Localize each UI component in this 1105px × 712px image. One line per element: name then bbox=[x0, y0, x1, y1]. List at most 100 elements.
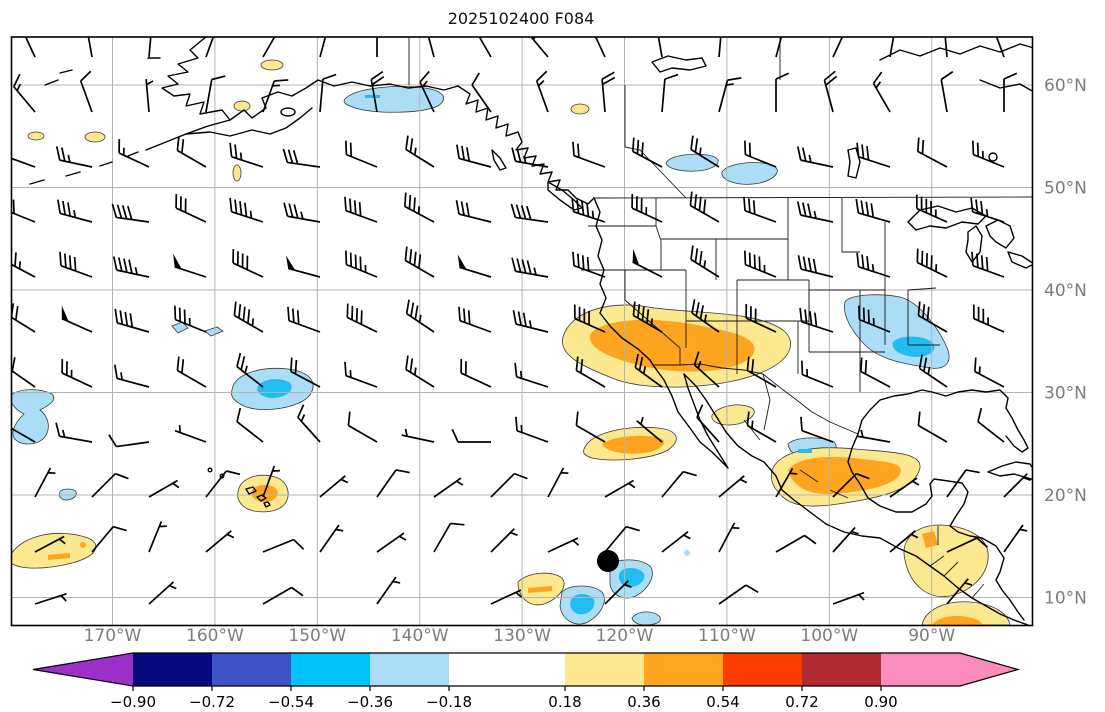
colorbar-tick-label: −0.72 bbox=[189, 693, 235, 711]
wind-barb bbox=[918, 354, 948, 388]
wind-barb bbox=[657, 37, 663, 58]
wind-barb bbox=[971, 251, 1005, 278]
wind-barb bbox=[458, 306, 492, 333]
wind-barb bbox=[511, 147, 549, 168]
colorbar-segment bbox=[370, 653, 449, 686]
us-mexico-border bbox=[653, 363, 859, 435]
anomaly-contour bbox=[80, 542, 86, 548]
wind-barb bbox=[490, 472, 528, 498]
colorbar-tick-label: 0.36 bbox=[627, 693, 660, 711]
lat-tick-label: 30°N bbox=[1044, 384, 1087, 404]
wind-barb bbox=[889, 477, 920, 498]
colorbar-over-arrow bbox=[881, 653, 1018, 686]
wind-barb bbox=[57, 199, 93, 223]
wind-barb bbox=[376, 469, 410, 498]
wind-barb bbox=[401, 428, 435, 443]
wind-barb bbox=[34, 467, 56, 498]
wind-barb bbox=[946, 537, 989, 553]
wind-barb bbox=[173, 253, 207, 278]
wind-barb bbox=[262, 538, 305, 553]
coastline-alaska-west bbox=[145, 37, 231, 151]
wind-barb bbox=[290, 357, 321, 388]
wind-barb bbox=[319, 475, 349, 498]
anomaly-contour bbox=[365, 95, 380, 98]
wind-barb bbox=[118, 139, 150, 168]
wind-barb bbox=[547, 537, 580, 553]
wind-barb bbox=[856, 142, 891, 168]
wind-barb bbox=[575, 356, 606, 388]
wind-barb bbox=[286, 255, 321, 278]
cuba bbox=[987, 461, 1033, 481]
colorbar-tick-label: −0.18 bbox=[426, 693, 472, 711]
wind-barb bbox=[229, 197, 264, 223]
wind-barb bbox=[297, 404, 321, 443]
great-slave-lake bbox=[651, 55, 707, 73]
small-lake-circle bbox=[988, 152, 998, 162]
wind-barb bbox=[915, 194, 948, 223]
wind-barb bbox=[944, 37, 948, 58]
wind-barb bbox=[832, 526, 859, 553]
wind-barb bbox=[797, 255, 834, 278]
wind-barb bbox=[11, 199, 36, 223]
wind-barb bbox=[801, 360, 834, 388]
wind-barb bbox=[690, 245, 720, 278]
lon-tick-label: 170°W bbox=[84, 626, 142, 646]
anomaly-contour bbox=[343, 86, 444, 113]
wind-barb bbox=[283, 202, 321, 223]
anomaly-contour bbox=[204, 326, 224, 337]
wind-barb bbox=[631, 194, 663, 223]
wind-barb bbox=[262, 79, 289, 113]
colorbar: −0.90 −0.72 −0.54 −0.36 −0.18 0.18 0.36 0.54 0.7… bbox=[32, 652, 1021, 711]
colorbar-segment bbox=[565, 653, 644, 686]
lon-tick-label: 90°W bbox=[908, 626, 955, 646]
anomaly-contour bbox=[903, 524, 989, 598]
wind-barb bbox=[512, 310, 549, 333]
wind-barb bbox=[1003, 72, 1018, 112]
wind-barb bbox=[471, 72, 492, 113]
wind-barb bbox=[604, 479, 636, 498]
wind-barb bbox=[634, 353, 663, 388]
state-borders-midwest bbox=[808, 198, 940, 392]
wind-barb bbox=[345, 140, 378, 168]
wind-barb bbox=[11, 427, 36, 443]
colorbar-tick-label: 0.18 bbox=[548, 693, 581, 711]
wind-barb bbox=[571, 197, 606, 223]
wind-barb bbox=[632, 249, 663, 278]
wind-barb bbox=[535, 70, 549, 113]
wind-barb bbox=[832, 591, 865, 605]
wind-barb bbox=[800, 416, 834, 443]
wind-barb bbox=[661, 470, 697, 498]
lat-tick-label: 10°N bbox=[1044, 589, 1087, 609]
wind-barb bbox=[370, 70, 385, 113]
wind-barb bbox=[148, 37, 152, 58]
lat-tick-label: 50°N bbox=[1044, 179, 1087, 199]
wind-barb bbox=[59, 251, 93, 278]
anomaly-contour bbox=[711, 404, 755, 426]
wind-barb bbox=[108, 434, 150, 448]
anomaly-contour bbox=[684, 550, 690, 556]
wind-barb bbox=[977, 407, 1005, 443]
wind-barb bbox=[34, 592, 67, 605]
coastline-mexico-pacific bbox=[683, 373, 1029, 626]
wind-barb bbox=[319, 73, 337, 113]
wind-barb bbox=[690, 135, 720, 168]
coastline-gulf-yucatan bbox=[847, 433, 1025, 621]
lat-tick-label: 20°N bbox=[1044, 486, 1087, 506]
wind-barb bbox=[347, 411, 378, 443]
wind-barb bbox=[61, 305, 93, 333]
wind-barb bbox=[205, 75, 226, 113]
anomaly-contour bbox=[665, 153, 719, 172]
wind-barb bbox=[775, 72, 790, 112]
lat-tick-label: 60°N bbox=[1044, 76, 1087, 96]
wind-barb bbox=[832, 472, 870, 498]
wind-barb bbox=[744, 250, 777, 278]
wind-barb bbox=[262, 37, 276, 58]
wind-barb bbox=[547, 467, 569, 498]
wind-barb bbox=[745, 304, 777, 333]
wind-barb bbox=[91, 472, 129, 498]
wind-barb bbox=[917, 411, 948, 443]
wind-barb bbox=[148, 521, 167, 553]
wind-barb bbox=[718, 77, 742, 113]
anomaly-contour bbox=[631, 611, 661, 626]
wind-barb bbox=[404, 246, 435, 278]
